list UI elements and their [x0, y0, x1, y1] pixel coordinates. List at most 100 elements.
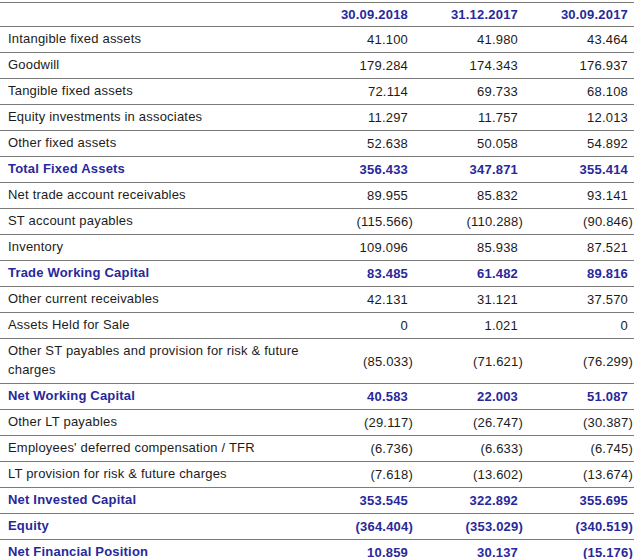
value-text: (30.387)	[583, 415, 633, 430]
value-cell: 31.121	[408, 292, 518, 307]
row-label: Net trade account receivables	[0, 183, 340, 208]
value-cell: 322.892	[408, 493, 518, 508]
value-cell: 37.570	[518, 292, 634, 307]
value-text: 89.816	[587, 266, 628, 281]
value-cell: 40.583	[340, 389, 408, 404]
table-row: Equity investments in associates11.29711…	[0, 105, 634, 131]
value-text: (26.747)	[473, 415, 523, 430]
value-cell: 89.955	[340, 188, 408, 203]
value-cell: 179.284	[340, 58, 408, 73]
value-cell: 50.058	[408, 136, 518, 151]
row-label: Net Working Capital	[0, 384, 340, 409]
value-cell: (29.117)	[340, 415, 408, 430]
value-text: 31.121	[477, 292, 518, 307]
value-cell: 12.013	[518, 110, 634, 125]
value-cell: 54.892	[518, 136, 634, 151]
table-row: Tangible fixed assets72.11469.73368.108	[0, 79, 634, 105]
value-text: 54.892	[587, 136, 628, 151]
row-label: Inventory	[0, 235, 340, 260]
value-text: 174.343	[470, 58, 518, 73]
table-row: Net trade account receivables 89.955 85.83…	[0, 183, 634, 209]
value-cell: 72.114	[340, 84, 408, 99]
value-text: 355.414	[580, 162, 628, 177]
row-label: Trade Working Capital	[0, 261, 340, 286]
value-text: 30.137	[477, 545, 518, 559]
value-cell: 10.859	[340, 545, 408, 559]
value-cell: 52.638	[340, 136, 408, 151]
header-empty-cell	[0, 12, 340, 18]
table-row: Employees' deferred compensation / TFR(6…	[0, 436, 634, 462]
value-cell: 87.521	[518, 240, 634, 255]
value-text: 85.832	[477, 188, 518, 203]
value-text: 109.096	[360, 240, 408, 255]
row-label: Employees' deferred compensation / TFR	[0, 436, 340, 461]
value-cell: (13.674)	[518, 467, 634, 482]
value-text: (340.519)	[576, 519, 633, 534]
table-header-row: 30.09.201831.12.201730.09.2017	[0, 3, 634, 27]
row-label: Total Fixed Assets	[0, 157, 340, 182]
row-label: Intangible fixed assets	[0, 27, 340, 52]
table-row: Net Financial Position10.85930.137(15.17…	[0, 540, 634, 559]
value-cell: (7.618)	[340, 467, 408, 482]
value-text: 322.892	[470, 493, 518, 508]
value-text: (29.117)	[364, 415, 413, 430]
value-cell: (30.387)	[518, 415, 634, 430]
value-text: 353.545	[360, 493, 408, 508]
value-text: 50.058	[477, 136, 518, 151]
value-text: 69.733	[477, 84, 518, 99]
value-cell: (15.176)	[518, 545, 634, 559]
value-text: (364.404)	[356, 519, 413, 534]
value-text: 87.521	[587, 240, 628, 255]
value-text: (110.288)	[467, 214, 524, 229]
value-text: (90.846)	[583, 214, 633, 229]
value-text: 89.955	[367, 188, 408, 203]
value-cell: (6.736)	[340, 441, 408, 456]
value-text: 1.021	[484, 318, 518, 333]
value-text: 41.980	[477, 32, 518, 47]
table-row: Goodwill179.284174.343176.937	[0, 53, 634, 79]
value-text: 355.695	[580, 493, 628, 508]
value-text: (13.674)	[583, 467, 633, 482]
value-cell: (115.566)	[340, 214, 408, 229]
value-cell: (13.602)	[408, 467, 518, 482]
value-cell: (76.299)	[518, 354, 634, 369]
value-cell: 347.871	[408, 162, 518, 177]
table-row: Inventory109.09685.93887.521	[0, 235, 634, 261]
table-row: Trade Working Capital83.485 61.482 89.816	[0, 261, 634, 287]
value-text: 68.108	[587, 84, 628, 99]
column-header-30.09.2017: 30.09.2017	[518, 7, 634, 22]
value-cell: (364.404)	[340, 519, 408, 534]
value-cell: 85.832	[408, 188, 518, 203]
table-row: ST account payables(115.566)(110.288)(90…	[0, 209, 634, 235]
table-row: Net Invested Capital 353.545 322.892 355.69…	[0, 488, 634, 514]
value-text: 0	[401, 318, 408, 333]
row-label: Other current receivables	[0, 287, 340, 312]
value-cell: 353.545	[340, 493, 408, 508]
value-cell: 11.757	[408, 110, 518, 125]
value-text: (353.029)	[466, 519, 523, 534]
value-text: 61.482	[477, 266, 518, 281]
value-text: (7.618)	[370, 467, 413, 482]
value-text: 179.284	[360, 58, 408, 73]
value-text: (6.736)	[370, 441, 413, 456]
table-row: Equity(364.404)(353.029)(340.519)	[0, 514, 634, 540]
value-cell: 83.485	[340, 266, 408, 281]
value-text: 0	[621, 318, 628, 333]
value-cell: (85.033)	[340, 354, 408, 369]
table-row: Intangible fixed assets41.10041.98043.46…	[0, 27, 634, 53]
value-cell: 11.297	[340, 110, 408, 125]
table-row: Net Working Capital40.58322.00351.087	[0, 384, 634, 410]
value-text: 356.433	[360, 162, 408, 177]
value-cell: 89.816	[518, 266, 634, 281]
value-text: 22.003	[477, 389, 518, 404]
value-cell: 61.482	[408, 266, 518, 281]
table-row: Other ST payables and provision for risk…	[0, 339, 634, 384]
value-cell: 41.100	[340, 32, 408, 47]
row-label: Equity	[0, 514, 340, 539]
column-header-30.09.2018: 30.09.2018	[340, 7, 408, 22]
row-label: Net Invested Capital	[0, 488, 340, 513]
row-label: Assets Held for Sale	[0, 313, 340, 338]
value-text: 72.114	[368, 84, 408, 99]
row-label: Other LT payables	[0, 410, 340, 435]
table-row: Other LT payables(29.117)(26.747)(30.387…	[0, 410, 634, 436]
